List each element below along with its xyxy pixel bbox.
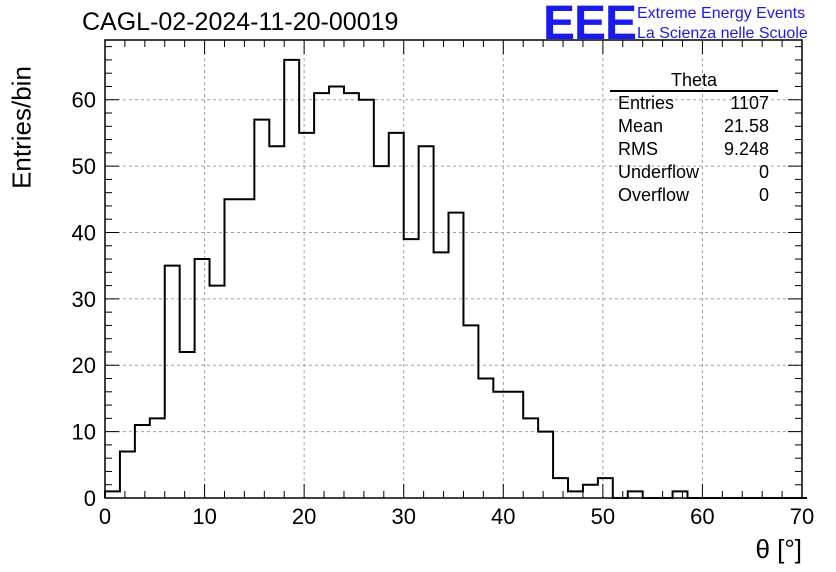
histogram-bin [195,259,210,498]
y-tick-label: 50 [72,154,96,179]
x-tick-label: 20 [292,504,316,529]
y-tick-label: 10 [72,420,96,445]
stats-value: 9.248 [723,139,769,159]
stats-value: 0 [758,162,769,182]
y-tick-label: 20 [72,353,96,378]
stats-row-underflow: Underflow 0 [610,161,778,184]
histogram-bin [389,133,404,498]
stats-label: Entries [618,93,675,113]
histogram-bin [210,286,225,498]
stats-row-entries: Entries 1107 [610,92,778,115]
stats-row-rms: RMS 9.248 [610,138,778,161]
histogram-bin [299,133,314,498]
logo-line1: Extreme Energy Events [637,5,806,22]
x-axis-label: θ [°] [755,534,802,564]
histogram-bin [538,432,553,498]
histogram-bin [344,93,359,498]
histogram-bin [239,199,254,498]
stats-value: 1107 [730,93,769,113]
page-title: CAGL-02-2024-11-20-00019 [82,8,399,36]
stats-row-overflow: Overflow 0 [610,184,778,207]
stats-label: Mean [618,116,664,136]
histogram-bin [329,86,344,498]
stats-label: RMS [618,139,658,159]
histogram-bin [135,425,150,498]
y-tick-label: 0 [84,486,96,511]
histogram-bin [478,379,493,498]
histogram-bin [553,478,568,498]
histogram-bin [269,146,284,498]
histogram-bin [120,452,135,498]
histogram-bin [463,325,478,498]
histogram-bin [523,418,538,498]
stats-box: Theta Entries 1107 Mean 21.58 RMS 9.248 Underf… [610,70,778,207]
y-tick-label: 40 [72,220,96,245]
histogram-bin [150,418,165,498]
y-tick-label: 60 [72,88,96,113]
histogram-bin [419,146,434,498]
x-tick-label: 10 [192,504,216,529]
histogram-bin [493,392,508,498]
x-tick-label: 30 [391,504,415,529]
stats-label: Underflow [618,162,700,182]
x-tick-label: 70 [790,504,814,529]
histogram-bin [404,239,419,498]
histogram-bin [434,252,449,498]
histogram-bin [165,266,180,498]
x-tick-label: 0 [99,504,111,529]
x-tick-label: 40 [491,504,515,529]
histogram-bin [224,199,239,498]
histogram-bin [180,352,195,498]
histogram-bin [374,166,389,498]
logo-line2: La Scienza nelle Scuole [637,25,808,42]
stats-title: Theta [610,70,778,92]
stats-value: 0 [758,185,769,205]
histogram-bin [598,478,613,498]
histogram-bin [449,213,464,498]
histogram-bin [284,60,299,498]
plot-frame [104,39,803,499]
histogram-bin [583,485,598,498]
histogram-bin [254,120,269,498]
x-tick-label: 50 [591,504,615,529]
histogram-bin [314,93,329,498]
x-tick-label: 60 [690,504,714,529]
histogram-bin [508,392,523,498]
stats-row-mean: Mean 21.58 [610,115,778,138]
y-axis-label: Entries/bin [6,66,37,189]
stats-value: 21.58 [723,116,769,136]
stats-label: Overflow [618,185,690,205]
y-tick-label: 30 [72,287,96,312]
